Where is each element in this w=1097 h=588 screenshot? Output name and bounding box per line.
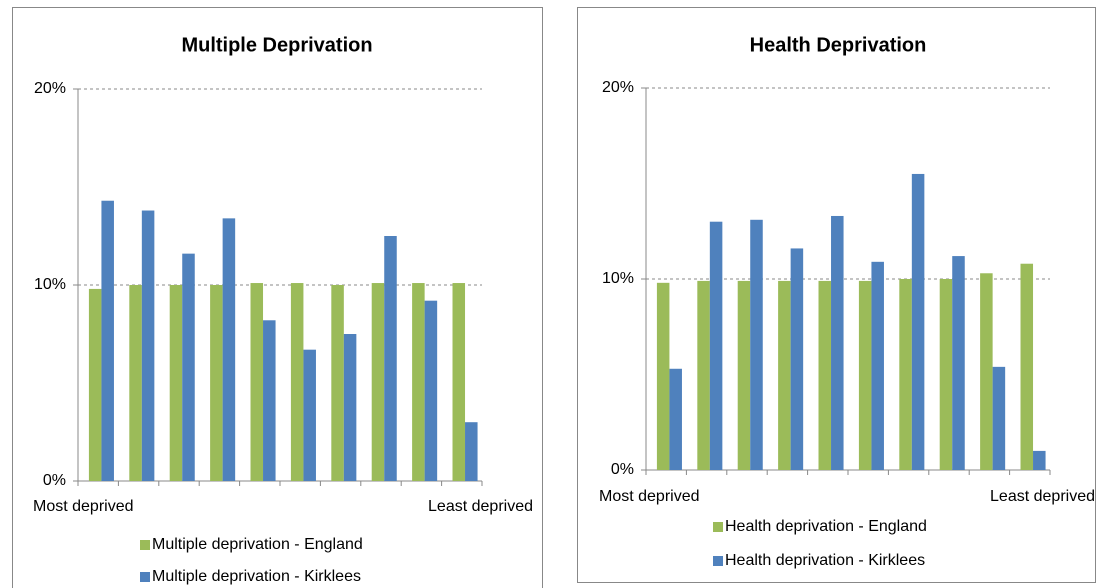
bar (465, 422, 478, 481)
bar (101, 200, 114, 481)
bar (911, 173, 925, 470)
bar (88, 288, 102, 481)
bar (831, 215, 844, 470)
bar (303, 349, 316, 481)
legend-label: Health deprivation - Kirklees (725, 552, 925, 569)
bar (750, 219, 763, 470)
bar (818, 280, 832, 470)
bar (899, 279, 912, 470)
y-tick-label: 20% (602, 79, 634, 96)
legend-swatch (713, 522, 723, 532)
x-tick-label: Least deprived (990, 488, 1095, 505)
x-tick-label: Most deprived (599, 488, 700, 505)
x-tick-label: Least deprived (428, 498, 533, 515)
bar (169, 285, 183, 481)
bar (778, 280, 791, 470)
chart-frame (577, 7, 1096, 583)
bar (939, 279, 953, 470)
legend-swatch (140, 572, 150, 582)
y-tick-label: 10% (602, 270, 634, 287)
bar (250, 283, 264, 481)
bar (424, 300, 438, 481)
x-tick-label: Most deprived (33, 498, 134, 515)
bar (669, 368, 682, 470)
bar (697, 280, 710, 470)
bar (952, 256, 965, 470)
bar (290, 283, 304, 481)
chart-title: Multiple Deprivation (181, 34, 372, 56)
legend-label: Multiple deprivation - England (152, 536, 363, 553)
y-tick-label: 10% (34, 276, 66, 293)
y-tick-label: 0% (611, 461, 634, 478)
y-tick-label: 0% (43, 472, 66, 489)
chart-frame (12, 7, 543, 588)
legend-label: Multiple deprivation - Kirklees (152, 568, 361, 585)
y-tick-label: 20% (34, 80, 66, 97)
bar (141, 210, 155, 481)
bar (263, 320, 276, 481)
bar (1020, 263, 1034, 470)
legend-swatch (713, 556, 723, 566)
bar (1033, 450, 1046, 470)
legend-swatch (140, 540, 150, 550)
bar (129, 285, 142, 481)
bar (992, 366, 1006, 470)
bar (790, 248, 804, 470)
bar (222, 218, 236, 482)
legend-label: Health deprivation - England (725, 518, 927, 535)
bar (210, 285, 223, 481)
bar (709, 221, 723, 470)
bar (452, 283, 466, 481)
bar (737, 280, 751, 470)
chart-title: Health Deprivation (750, 34, 927, 56)
bar (384, 236, 397, 481)
bar (371, 283, 385, 481)
bar (343, 334, 357, 481)
bar (980, 273, 993, 470)
bar (656, 282, 670, 470)
bar (331, 285, 344, 481)
bar (182, 253, 195, 481)
bar (858, 280, 872, 470)
bar (412, 283, 425, 481)
bar (871, 261, 884, 470)
